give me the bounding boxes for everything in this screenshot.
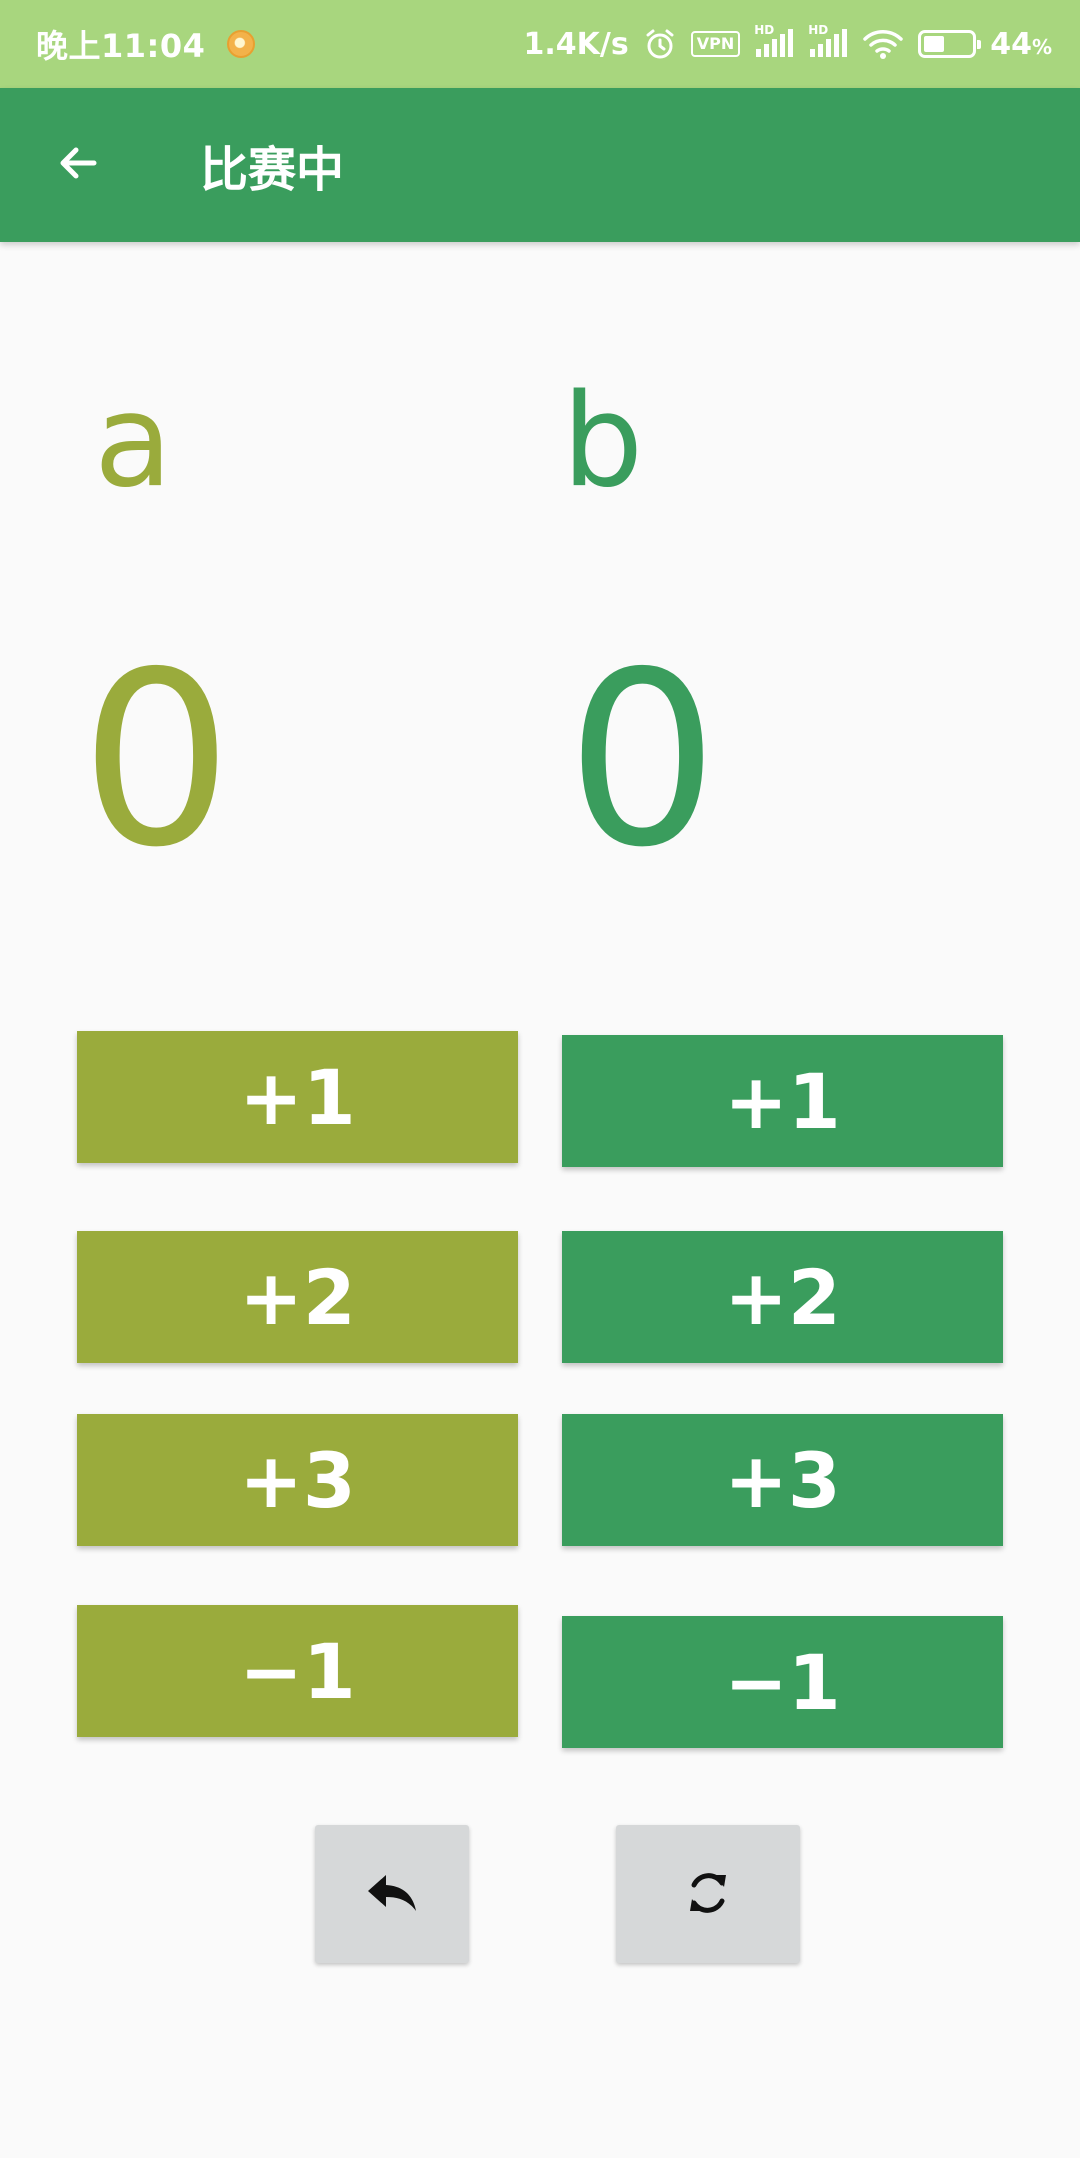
arrow-left-icon bbox=[54, 139, 102, 191]
alarm-icon bbox=[643, 27, 677, 61]
wifi-icon bbox=[862, 28, 904, 60]
team-b-plus-two-button[interactable]: +2 bbox=[562, 1231, 1003, 1363]
team-b-score: 0 bbox=[566, 620, 719, 900]
battery-icon bbox=[918, 30, 982, 58]
refresh-icon bbox=[682, 1863, 734, 1926]
team-a-score: 0 bbox=[80, 620, 233, 900]
notification-icon bbox=[227, 30, 256, 58]
back-button[interactable] bbox=[38, 125, 118, 205]
team-a-minus-one-button[interactable]: −1 bbox=[77, 1605, 518, 1737]
team-b-plus-one-button[interactable]: +1 bbox=[562, 1035, 1003, 1167]
team-a-name: a bbox=[94, 367, 173, 516]
status-time: 晚上11:04 bbox=[36, 27, 206, 65]
team-b-plus-three-button[interactable]: +3 bbox=[562, 1414, 1003, 1546]
team-b-name: b bbox=[562, 367, 644, 516]
battery-percent: 44% bbox=[990, 26, 1052, 62]
vpn-icon: VPN bbox=[690, 31, 741, 57]
app-bar: 比赛中 bbox=[0, 88, 1080, 242]
battery-level bbox=[924, 36, 945, 52]
undo-icon bbox=[364, 1869, 420, 1920]
signal-icon: HD bbox=[808, 23, 848, 59]
undo-button[interactable] bbox=[315, 1825, 469, 1963]
reset-button[interactable] bbox=[616, 1825, 800, 1963]
signal-icon: HD bbox=[754, 23, 794, 59]
team-a-plus-one-button[interactable]: +1 bbox=[77, 1031, 518, 1163]
hd-label: HD bbox=[754, 23, 775, 37]
team-a-plus-two-button[interactable]: +2 bbox=[77, 1231, 518, 1363]
team-a-plus-three-button[interactable]: +3 bbox=[77, 1414, 518, 1546]
status-bar: 晚上11:04 1.4K/s VPN HD HD bbox=[0, 0, 1080, 88]
team-b-minus-one-button[interactable]: −1 bbox=[562, 1616, 1003, 1748]
hd-label: HD bbox=[808, 23, 829, 37]
net-speed: 1.4K/s bbox=[523, 26, 629, 62]
page-title: 比赛中 bbox=[200, 142, 345, 198]
